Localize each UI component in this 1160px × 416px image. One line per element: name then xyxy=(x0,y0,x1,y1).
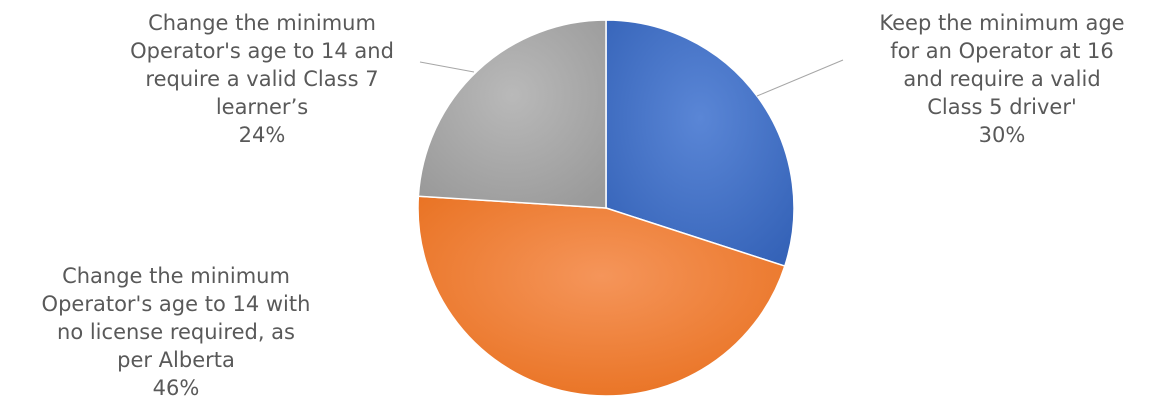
leader-line-3 xyxy=(419,61,475,73)
slice-label-line: Change the minimum xyxy=(62,264,290,288)
slice-label-3: Change the minimum Operator's age to 14 a… xyxy=(130,11,394,147)
slice-label-line: no license required, as xyxy=(57,320,295,344)
pie-slice-2 xyxy=(417,195,786,397)
slice-label-line: require a valid Class 7 xyxy=(145,67,378,91)
slice-label-line: Keep the minimum age xyxy=(879,11,1124,35)
slice-value-label: 24% xyxy=(239,123,286,147)
pie-slice-1 xyxy=(605,19,795,268)
slice-label-line: and require a valid xyxy=(903,67,1100,91)
slice-value-label: 30% xyxy=(979,123,1026,147)
slice-label-line: learner’s xyxy=(216,95,308,119)
slice-label-line: Class 5 driver' xyxy=(927,95,1077,119)
slice-label-line: Operator's age to 14 and xyxy=(130,39,394,63)
slice-label-line: per Alberta xyxy=(117,348,235,372)
slice-label-line: for an Operator at 16 xyxy=(890,39,1114,63)
slice-value-label: 46% xyxy=(153,376,200,400)
pie-slice-3 xyxy=(417,19,607,209)
leader-line-1 xyxy=(756,59,844,97)
slice-label-line: Change the minimum xyxy=(148,11,376,35)
slice-label-line: Operator's age to 14 with xyxy=(42,292,311,316)
slice-label-2: Change the minimum Operator's age to 14 w… xyxy=(42,264,311,400)
slice-label-1: Keep the minimum age for an Operator at 1… xyxy=(879,11,1124,147)
